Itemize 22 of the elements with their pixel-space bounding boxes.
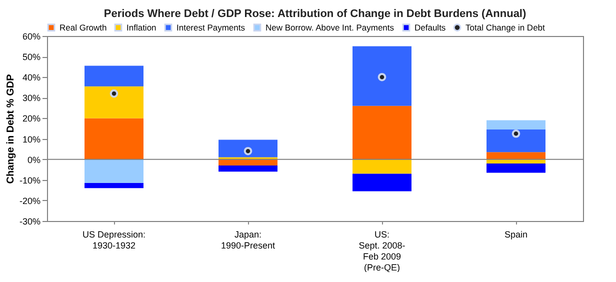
y-axis-title: Change in Debt % GDP	[5, 74, 16, 184]
y-tick-label: -30%	[19, 216, 40, 226]
x-tick-label: Japan: 1990-Present	[220, 230, 276, 250]
legend-label: Interest Payments	[176, 22, 246, 33]
y-tick-label: 40%	[22, 72, 40, 83]
y-tick-label: 60%	[22, 32, 40, 42]
y-tick-label: 0%	[27, 154, 40, 165]
chart-title: Periods Where Debt / GDP Rose: Attribution of Change in Debt Burdens (Annual)	[104, 8, 526, 20]
x-tick-label: US Depression: 1930-1932	[82, 230, 146, 250]
legend-label: New Borrow. Above Int. Payments	[266, 22, 394, 33]
x-tick-label: US: Sept. 2008- Feb 2009 (Pre-QE)	[358, 230, 406, 272]
x-tick-label: Spain	[504, 230, 528, 240]
y-tick-label: -20%	[19, 196, 40, 206]
y-tick-label: 20%	[22, 114, 40, 124]
y-tick-label: 50%	[22, 52, 40, 62]
legend-label: Inflation	[126, 22, 157, 33]
y-tick-label: -10%	[19, 175, 40, 186]
y-tick-label: 30%	[22, 93, 40, 104]
legend-label: Real Growth	[60, 22, 108, 33]
y-tick-label: 10%	[22, 134, 40, 144]
legend-label: Total Change in Debt	[466, 22, 546, 33]
legend-label: Defaults	[414, 22, 446, 33]
